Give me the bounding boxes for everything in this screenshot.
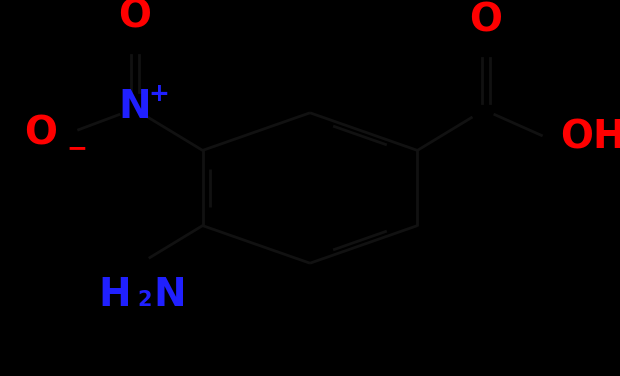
Text: O: O [24,114,57,153]
Text: 2: 2 [138,290,152,309]
Text: N: N [118,88,151,126]
Text: O: O [118,0,151,36]
Text: OH: OH [560,118,620,156]
Text: −: − [66,136,87,161]
Text: N: N [153,276,185,314]
Text: O: O [469,2,502,39]
Text: H: H [99,276,131,314]
Text: +: + [149,82,170,106]
